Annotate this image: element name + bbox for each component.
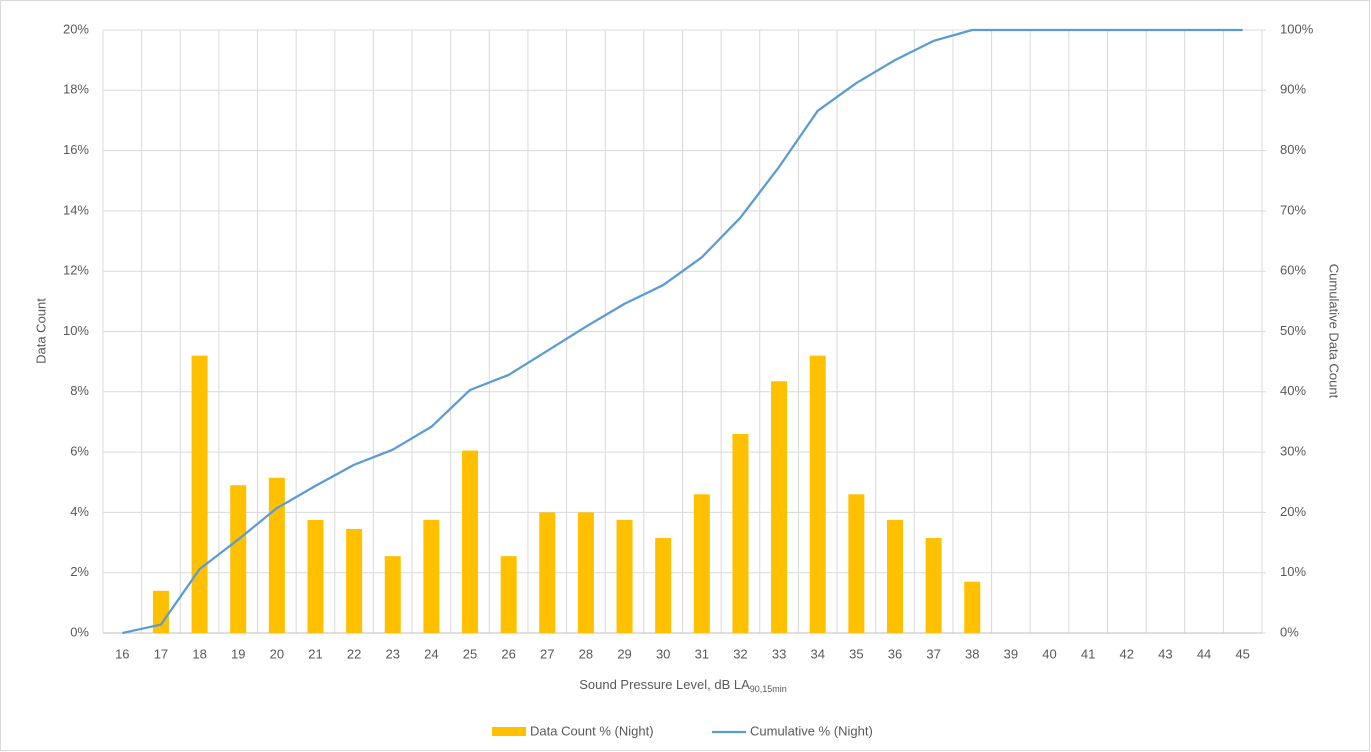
x-tick-label: 19	[231, 646, 245, 661]
x-axis-label-main: Sound Pressure Level, dB LA	[579, 677, 750, 692]
y2-tick-label: 80%	[1280, 142, 1306, 157]
bar	[616, 519, 633, 633]
x-tick-label: 22	[347, 646, 361, 661]
legend-label: Cumulative % (Night)	[750, 723, 873, 738]
y-tick-label: 20%	[63, 21, 89, 36]
y2-tick-label: 40%	[1280, 383, 1306, 398]
bar	[462, 450, 479, 633]
x-tick-label: 45	[1235, 646, 1249, 661]
bar	[964, 581, 981, 633]
x-tick-label: 28	[579, 646, 593, 661]
y2-tick-label: 30%	[1280, 444, 1306, 459]
x-tick-label: 40	[1042, 646, 1056, 661]
y-tick-label: 14%	[63, 202, 89, 217]
y-tick-label: 18%	[63, 82, 89, 97]
x-tick-label: 24	[424, 646, 438, 661]
bar	[693, 494, 710, 633]
y2-axis-label: Cumulative Data Count	[1327, 264, 1342, 399]
x-tick-label: 37	[926, 646, 940, 661]
x-axis-label-subscript: 90,15min	[750, 684, 787, 694]
x-tick-label: 16	[115, 646, 129, 661]
y-tick-label: 8%	[70, 383, 89, 398]
bar	[771, 381, 788, 633]
x-axis-label: Sound Pressure Level, dB LA90,15min	[579, 677, 787, 694]
bar	[230, 485, 247, 633]
bar	[268, 477, 285, 633]
y-tick-label: 0%	[70, 624, 89, 639]
y-tick-label: 16%	[63, 142, 89, 157]
y-tick-label: 6%	[70, 444, 89, 459]
x-tick-label: 31	[695, 646, 709, 661]
bar	[848, 494, 865, 633]
x-tick-label: 29	[617, 646, 631, 661]
bar	[152, 590, 169, 633]
x-tick-label: 34	[810, 646, 824, 661]
x-tick-label: 21	[308, 646, 322, 661]
x-tick-label: 18	[192, 646, 206, 661]
x-tick-label: 23	[386, 646, 400, 661]
line	[122, 28, 1243, 635]
bar	[346, 528, 363, 633]
x-tick-label: 43	[1158, 646, 1172, 661]
y2-tick-label: 60%	[1280, 263, 1306, 278]
x-tick-label: 42	[1120, 646, 1134, 661]
x-tick-label: 33	[772, 646, 786, 661]
bar	[732, 434, 749, 633]
y2-tick-label: 20%	[1280, 504, 1306, 519]
bar	[886, 519, 903, 633]
bar	[191, 355, 208, 633]
bar	[307, 519, 324, 633]
bar	[384, 556, 401, 633]
x-tick-label: 36	[888, 646, 902, 661]
y2-tick-label: 70%	[1280, 202, 1306, 217]
y-tick-label: 4%	[70, 504, 89, 519]
x-tick-label: 17	[154, 646, 168, 661]
bar	[577, 512, 594, 633]
y2-tick-label: 50%	[1280, 323, 1306, 338]
x-tick-label: 20	[270, 646, 284, 661]
bar	[809, 355, 826, 633]
x-tick-label: 30	[656, 646, 670, 661]
x-tick-label: 26	[501, 646, 515, 661]
bar	[423, 519, 440, 633]
y-tick-label: 12%	[63, 263, 89, 278]
y2-tick-label: 10%	[1280, 564, 1306, 579]
y-tick-label: 2%	[70, 564, 89, 579]
y2-tick-label: 90%	[1280, 82, 1306, 97]
x-tick-label: 39	[1004, 646, 1018, 661]
legend-label: Data Count % (Night)	[530, 723, 654, 738]
bar	[655, 538, 672, 633]
bar	[500, 556, 517, 633]
x-tick-label: 44	[1197, 646, 1211, 661]
x-tick-label: 35	[849, 646, 863, 661]
y-axis-label: Data Count	[33, 298, 48, 364]
y-tick-label: 10%	[63, 323, 89, 338]
x-tick-label: 32	[733, 646, 747, 661]
x-tick-label: 25	[463, 646, 477, 661]
bar	[539, 512, 556, 633]
x-tick-label: 27	[540, 646, 554, 661]
bar	[925, 538, 942, 633]
x-tick-label: 38	[965, 646, 979, 661]
y2-tick-label: 100%	[1280, 21, 1314, 36]
x-tick-label: 41	[1081, 646, 1095, 661]
legend-swatch	[492, 727, 526, 736]
y2-tick-label: 0%	[1280, 624, 1299, 639]
